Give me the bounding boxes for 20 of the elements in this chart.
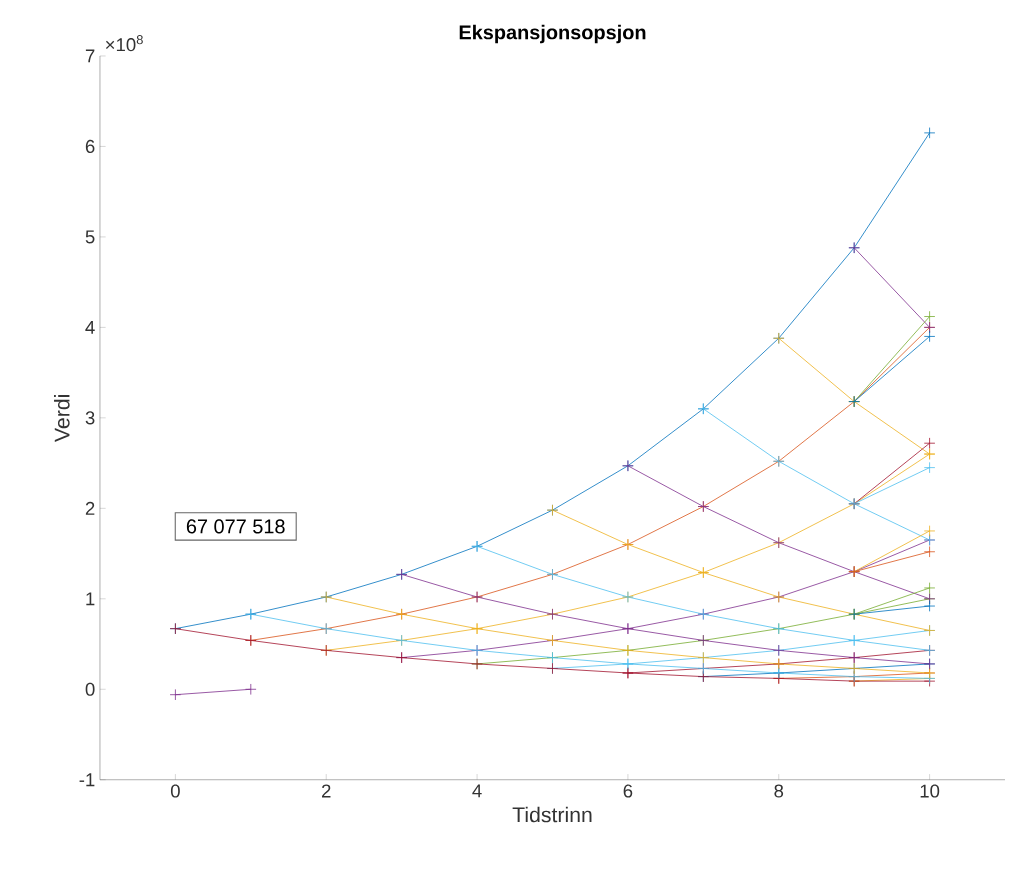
y-tick-label: 1 — [86, 592, 95, 606]
x-axis-title: Tidstrinn — [512, 806, 592, 823]
x-tick-label: 6 — [623, 784, 633, 798]
y-tick-label: 7 — [85, 49, 95, 63]
y-tick-label: 2 — [85, 501, 95, 515]
x-tick-label: 4 — [472, 784, 482, 798]
x-tick-label: 8 — [774, 784, 784, 798]
y-tick-label: 6 — [85, 139, 95, 154]
x-tick-label: 10 — [920, 784, 940, 798]
y-tick-label: 0 — [85, 682, 95, 696]
text: ×10$^{8}$ — [105, 35, 143, 52]
x-tick-label: 2 — [322, 784, 331, 798]
annotation: 67 077 518 — [186, 519, 285, 534]
y-tick-label: 4 — [85, 320, 95, 334]
x-tick-label: 0 — [170, 784, 180, 798]
y-tick-label: 5 — [85, 230, 95, 244]
y-axis-title: Verdi — [54, 395, 70, 442]
y-tick-label: -1 — [79, 773, 95, 787]
y-tick-label: 3 — [85, 411, 95, 425]
chart-title: Ekspansjonsopsjon — [459, 24, 646, 44]
